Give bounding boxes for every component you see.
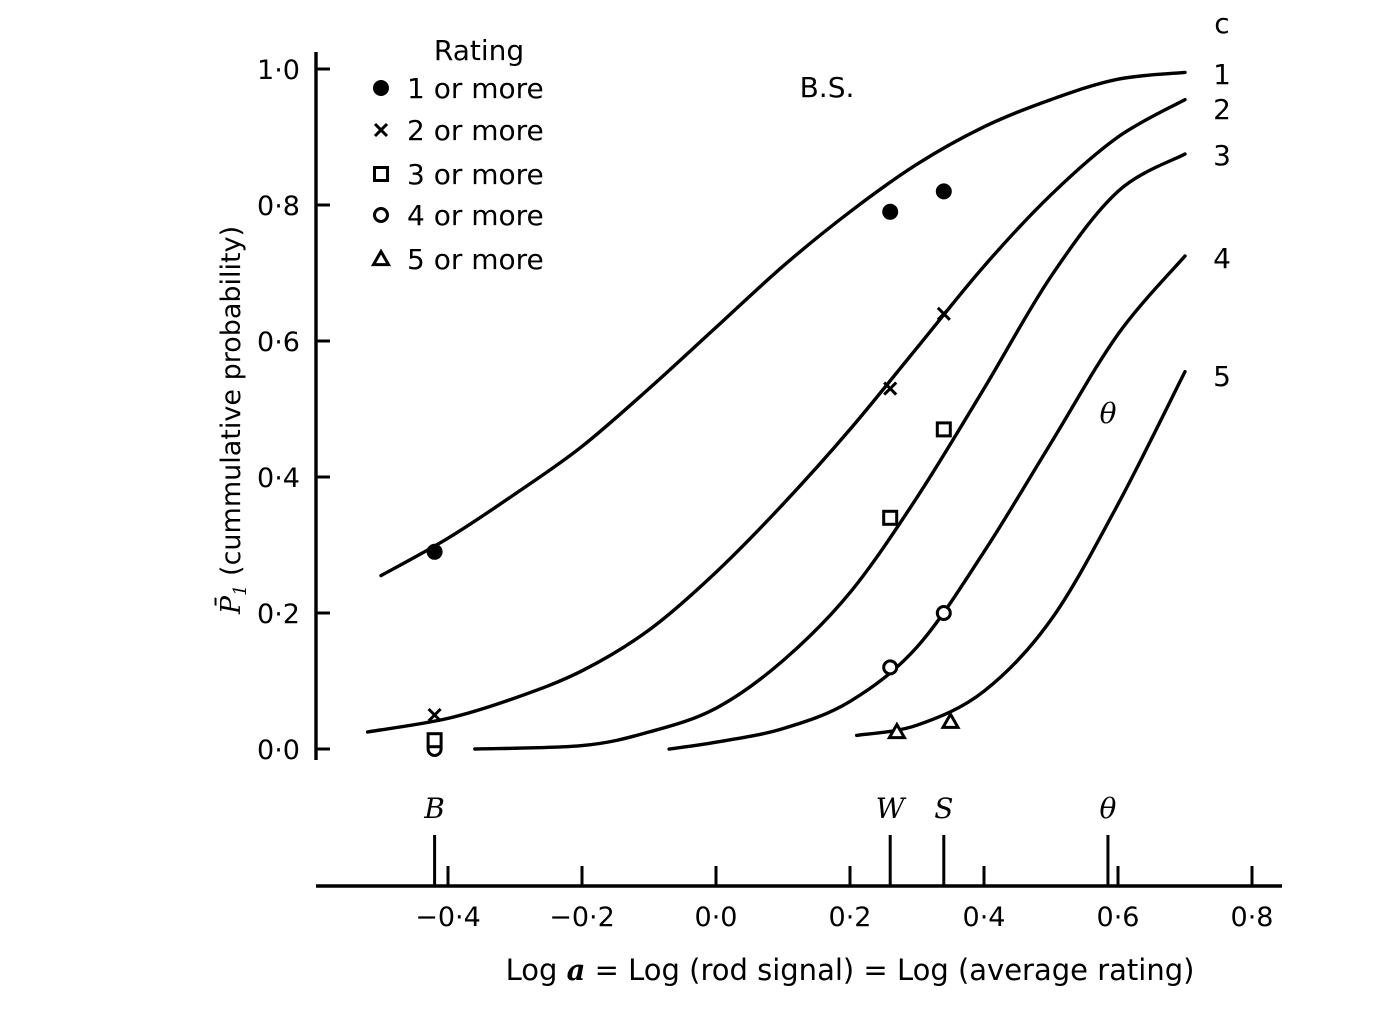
data-point-rating-3: [882, 509, 899, 526]
fit-curve-1: [379, 70, 1187, 578]
legend: Rating 1 or more 2 or more 3 or more 4 or mo…: [370, 34, 544, 276]
data-point-rating-2: [427, 707, 442, 723]
open-circle-marker: [373, 207, 389, 223]
curves-group: 12 3 4 5 θ: [365, 58, 1231, 751]
open-square-marker: [426, 732, 443, 749]
curve-label-5: 5: [1213, 360, 1231, 393]
x-tick-label: 0·4: [963, 902, 1006, 933]
fit-curve-3: [473, 152, 1187, 751]
y-axis-text: (cummulative probability): [216, 226, 247, 585]
filled-circle-marker: [426, 543, 443, 560]
fit-curve-5: [855, 369, 1187, 738]
x-tick-label: 0·0: [695, 902, 738, 933]
data-point-rating-1: [426, 543, 443, 560]
x-axis-label-var: a: [567, 953, 586, 987]
legend-marker: [370, 248, 392, 267]
cross-marker-stroke: [373, 122, 389, 138]
legend-title: Rating: [434, 34, 524, 67]
subject-label: B.S.: [800, 71, 855, 104]
open-triangle-marker: [886, 721, 907, 740]
panel-letter: c: [1214, 7, 1229, 40]
data-point-rating-4: [882, 659, 899, 676]
x-tick-label: 0·6: [1097, 902, 1140, 933]
legend-entry-label: 4 or more: [407, 199, 544, 232]
cross-marker-stroke: [883, 381, 898, 396]
x-axis-label: Log a = Log (rod signal) = Log (average …: [506, 953, 1195, 987]
data-point-rating-2: [883, 381, 898, 396]
cross-marker-stroke: [936, 306, 951, 321]
open-square-marker: [882, 509, 899, 526]
y-tick-label: 0·8: [257, 191, 300, 222]
filled-circle-marker: [882, 203, 899, 220]
reference-label-S: S: [934, 792, 953, 825]
legend-marker: [373, 80, 389, 96]
legend-entry-label: 2 or more: [407, 114, 544, 147]
reference-label-B: B: [423, 792, 445, 825]
curve-label-4: 4: [1213, 242, 1231, 275]
fit-curve-2: [365, 97, 1187, 734]
y-tick-label: 1·0: [257, 55, 300, 86]
data-point-rating-3: [426, 732, 443, 749]
data-point-rating-5: [886, 721, 907, 740]
legend-marker: [373, 122, 389, 138]
theta-annotation: θ: [1100, 397, 1117, 430]
reference-label-W: W: [876, 792, 907, 825]
reference-label-θ: θ: [1100, 792, 1117, 825]
legend-entry-label: 3 or more: [407, 158, 544, 191]
x-axis-label-pre: Log: [506, 953, 567, 987]
open-circle-marker: [935, 605, 952, 621]
y-tick-label: 0·4: [257, 463, 300, 494]
curve-label-2: 2: [1213, 93, 1231, 126]
x-tick-label: −0·2: [549, 902, 615, 933]
filled-circle-marker: [373, 80, 389, 96]
legend-entry-label: 1 or more: [407, 72, 544, 105]
x-tick-label: 0·2: [829, 902, 872, 933]
y-axis-label: P̄1 (cummulative probability): [213, 226, 251, 615]
data-point-rating-5: [940, 711, 961, 729]
curve-label-3: 3: [1213, 139, 1231, 172]
y-tick-label: 0·6: [257, 327, 300, 358]
y-axis-symbol: P̄: [213, 595, 247, 615]
legend-marker: [373, 207, 389, 223]
filled-circle-marker: [935, 183, 952, 200]
legend-marker: [373, 166, 389, 182]
open-triangle-marker: [370, 248, 392, 267]
open-square-marker: [373, 166, 389, 182]
data-point-rating-3: [935, 421, 952, 438]
open-square-marker: [935, 421, 952, 438]
open-triangle-marker: [940, 711, 961, 729]
cross-marker-stroke: [427, 707, 442, 723]
open-circle-marker: [882, 659, 899, 676]
y-axis-subscript: 1: [230, 585, 251, 596]
y-tick-label: 0·0: [257, 735, 300, 766]
points-group: [426, 183, 961, 757]
curve-label-1: 1: [1213, 58, 1231, 91]
data-point-rating-4: [935, 605, 952, 621]
legend-entry-label: 5 or more: [407, 243, 544, 276]
axes-group: 0·0 0·2 0·4 0·6 0·8 1·0: [257, 52, 330, 766]
data-point-rating-1: [935, 183, 952, 200]
fit-curve-4: [667, 254, 1187, 751]
x-tick-label: 0·8: [1231, 902, 1274, 933]
x-axis-label-post: = Log (rod signal) = Log (average rating…: [585, 953, 1194, 987]
x-tick-label: −0·4: [415, 902, 481, 933]
data-point-rating-2: [936, 306, 951, 321]
y-tick-label: 0·2: [257, 599, 300, 630]
data-point-rating-1: [882, 203, 899, 220]
